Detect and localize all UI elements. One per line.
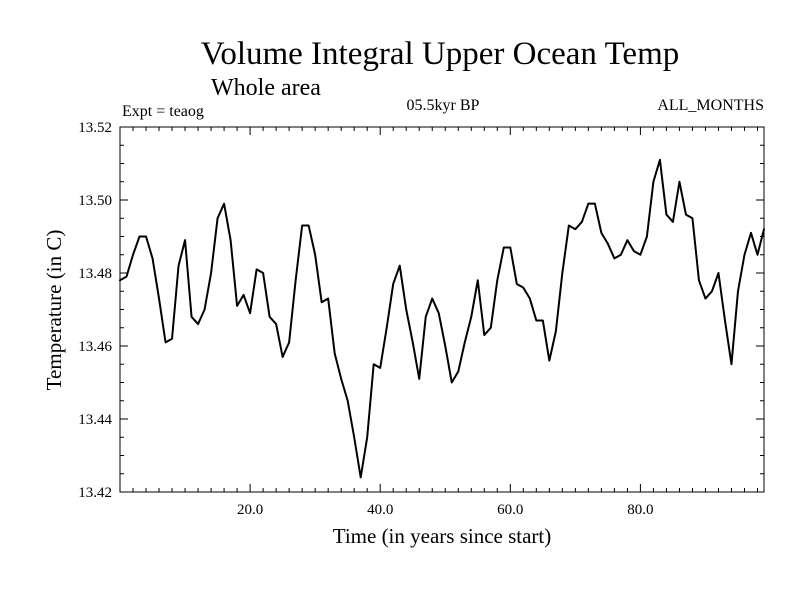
x-axis-ticks [132,127,758,492]
chart-title: Volume Integral Upper Ocean Temp [201,36,679,72]
y-axis-label: Temperature (in C) [42,230,66,391]
x-axis-tick-labels: 20.0 40.0 60.0 80.0 [237,502,654,518]
x-tick-label: 60.0 [497,502,523,518]
y-axis-tick-labels: 13.42 13.44 13.46 13.48 13.50 13.52 [78,120,112,501]
data-series-layer [119,158,765,479]
y-tick-label: 13.48 [78,266,112,282]
y-tick-label: 13.52 [78,120,112,136]
y-tick-label: 13.50 [78,193,112,209]
period-label: 05.5kyr BP [407,97,480,114]
x-tick-label: 40.0 [367,502,393,518]
x-axis-label: Time (in years since start) [333,524,552,548]
series-line [119,158,765,479]
y-tick-label: 13.46 [78,339,112,355]
x-tick-label: 80.0 [627,502,653,518]
experiment-label: Expt = teaog [122,103,204,120]
x-tick-label: 20.0 [237,502,263,518]
months-label: ALL_MONTHS [657,97,764,114]
y-tick-label: 13.44 [78,412,112,428]
y-axis-ticks [120,144,764,475]
y-tick-label: 13.42 [78,485,112,501]
chart-subtitle: Whole area [211,75,321,101]
